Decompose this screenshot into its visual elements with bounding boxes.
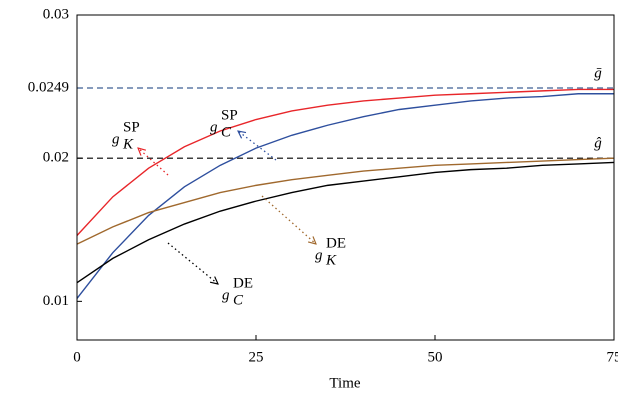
series-label: g	[222, 287, 230, 303]
series-line	[76, 88, 614, 236]
series-line	[76, 93, 614, 299]
y-tick-label: 0.02	[43, 150, 69, 166]
series-label-sub: K	[325, 252, 337, 268]
series-label-sup: DE	[326, 235, 346, 251]
series-label-sup: DE	[233, 275, 253, 291]
plot-frame	[76, 14, 615, 341]
series-label-sub: K	[122, 136, 134, 152]
x-tick-label: 50	[428, 349, 443, 365]
series-label-sub: C	[233, 292, 244, 308]
series-label-sup: SP	[221, 107, 238, 123]
series-label: g	[210, 119, 218, 135]
series-label-sub: C	[221, 124, 232, 140]
y-tick-label: 0.0249	[28, 79, 69, 95]
series-label: g	[112, 131, 120, 147]
series-label: g	[315, 247, 323, 263]
series-label-sup: SP	[123, 119, 140, 135]
x-tick-label: 25	[249, 349, 264, 365]
x-tick-label: 0	[73, 349, 81, 365]
series-line	[76, 157, 615, 245]
x-axis-label: Time	[329, 375, 360, 391]
annotation-arrow	[238, 131, 277, 161]
annotation-arrow	[138, 148, 169, 176]
y-tick-label: 0.03	[43, 6, 69, 22]
x-tick-label: 75	[607, 349, 618, 365]
series-line	[76, 161, 615, 284]
annotation-arrow	[261, 195, 316, 244]
reference-label: ĝ	[594, 135, 602, 151]
annotation-arrow	[167, 242, 218, 284]
reference-label: ḡ	[594, 65, 602, 81]
y-tick-label: 0.01	[43, 293, 69, 309]
